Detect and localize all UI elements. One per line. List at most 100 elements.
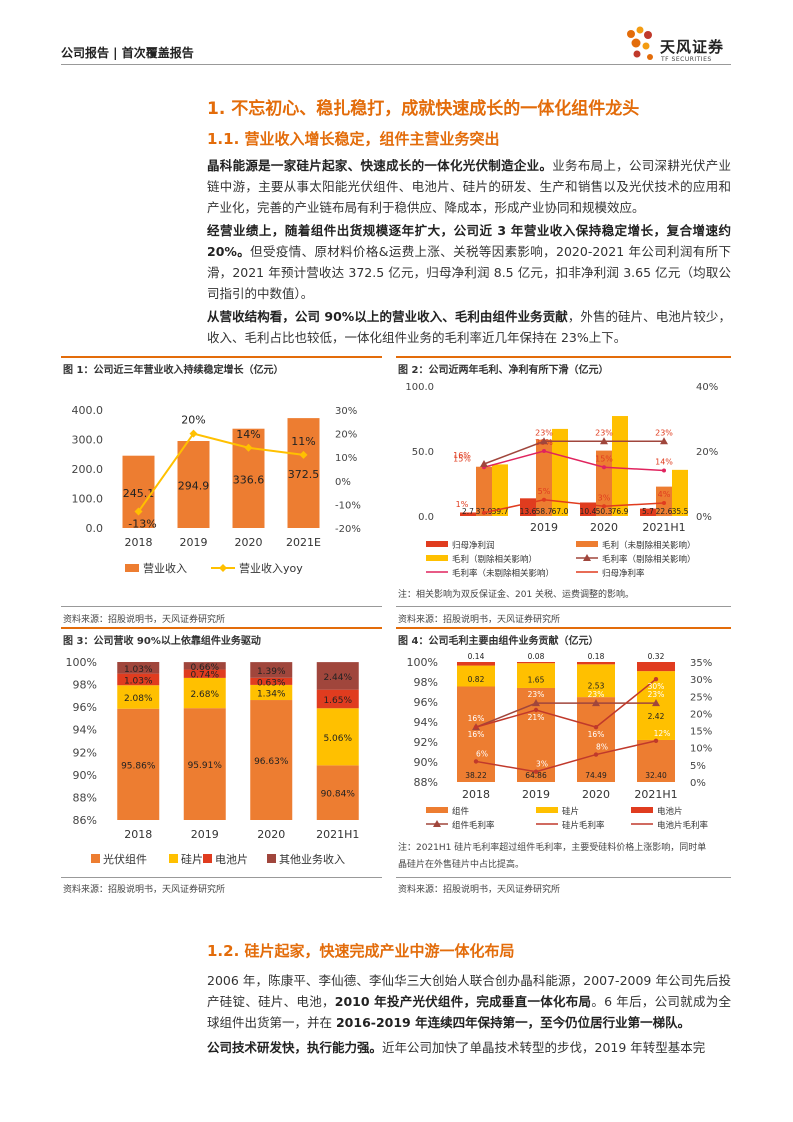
fig1-xtick: 2019 [180, 536, 208, 549]
fig3-ytick: 96% [73, 701, 97, 714]
fig3-bar-segment [117, 708, 160, 820]
fig2-bar [672, 469, 688, 516]
fig4-ytick: 96% [414, 696, 438, 709]
fig4-note-1: 注：2021H1 硅片毛利率超过组件毛利率，主要受硅料价格上涨影响，同时单 [398, 843, 707, 853]
fig3-xtick: 2018 [124, 828, 152, 841]
fig3-bar-segment [117, 685, 160, 709]
fig1-bar-label: 372.5 [288, 468, 320, 481]
fig2-legend-marker [583, 554, 591, 561]
fig3-bar-segment [183, 662, 226, 670]
fig3-xtick: 2019 [191, 828, 219, 841]
tf-logo-icon [627, 26, 653, 60]
fig1-yoy-point [134, 507, 143, 516]
fig4-line-marker [593, 752, 599, 757]
fig4-segment-label: 64.86 [525, 771, 547, 780]
fig4-line-marker [652, 699, 660, 707]
fig4-line-label: 23% [648, 690, 665, 699]
fig4-segment-label: 0.32 [648, 652, 665, 661]
fig2-bar-label: 10.4 [580, 507, 597, 516]
fig4-line-label: 23% [528, 690, 545, 699]
fig3-bottom-rule [61, 877, 382, 878]
fig2-line-label: 23% [595, 428, 613, 437]
fig4-y2tick: 30% [690, 675, 712, 686]
fig3-bar-segment [316, 689, 359, 709]
fig2-bar-label: 58.7 [536, 507, 553, 516]
fig1-chart: 0.0 100.0 200.0 300.0 400.0 -20% -10% 0% 10% 20% 3… [72, 404, 361, 575]
fig1-ytick: 0.0 [86, 522, 104, 535]
fig2-legend-swatch [576, 541, 598, 547]
fig2-line-label: 16% [453, 451, 471, 460]
fig2-line-marker [482, 510, 486, 515]
fig4-line-marker [533, 769, 539, 774]
fig4-ytick: 94% [414, 716, 438, 729]
fig3-chart: 86% 88% 90% 92% 94% 96% 98% 100% 95.86% 2.08% 1.03… [66, 656, 360, 866]
fig1-yoy-label: 14% [236, 428, 260, 441]
fig4-ytick: 92% [414, 736, 438, 749]
fig3-bar-segment [183, 669, 226, 678]
fig4-bar-segment [457, 662, 495, 666]
fig2-xtick: 2019 [530, 521, 558, 534]
fig4-line [475, 702, 656, 728]
fig2-line-marker [662, 501, 666, 505]
fig3-legend-swatch [267, 854, 276, 863]
fig3-xtick: 2020 [257, 828, 285, 841]
fig4-bar-segment [637, 662, 675, 672]
fig1-yoy-point [299, 450, 308, 459]
fig2-note: 注：相关影响为双反保证金、201 关税、运费调整的影响。 [398, 590, 635, 600]
fig3-segment-label: 95.91% [188, 761, 223, 771]
fig3-bar-segment [183, 708, 226, 820]
fig2-line-marker [662, 468, 666, 473]
fig1-bottom-rule [61, 606, 382, 607]
p4-d: 2016-2019 年连续四年保持第一，至今仍位居行业第一梯队。 [335, 1015, 691, 1030]
fig1-y2tick: -20% [335, 524, 361, 535]
fig4-bar-segment [457, 686, 495, 782]
fig4-legend-label: 组件 [452, 806, 470, 817]
fig1-y2tick: 0% [335, 477, 351, 488]
fig4-bar-segment [517, 662, 555, 664]
fig1-bar [287, 418, 320, 528]
fig4-title: 图 4：公司毛利主要由组件业务贡献（亿元） [398, 636, 599, 647]
fig3-bar-segment [117, 662, 160, 674]
fig4-segment-label: 0.08 [528, 652, 545, 661]
fig1-ytick: 300.0 [72, 434, 104, 447]
fig4-ytick: 98% [414, 676, 438, 689]
fig4-line-marker [653, 738, 659, 744]
fig3-xtick: 2021H1 [316, 828, 359, 841]
fig4-legend-label: 组件毛利率 [452, 820, 495, 831]
fig4-xtick: 2019 [522, 788, 550, 801]
fig3-legend-label: 光伏组件 [103, 852, 147, 866]
fig4-ytick: 90% [414, 756, 438, 769]
fig3-segment-label: 0.63% [257, 678, 286, 688]
paragraph-3: 从营收结构看，公司 90%以上的营业收入、毛利由组件业务贡献，外售的硅片、电池片… [207, 306, 731, 348]
fig3-legend-label: 硅片 [181, 853, 203, 866]
fig3-legend-swatch [91, 854, 100, 863]
fig4-line-marker [653, 676, 659, 682]
fig2-y2tick: 20% [696, 447, 718, 458]
paragraph-1: 晶科能源是一家硅片起家、快速成长的一体化光伏制造企业。业务布局上，公司深耕光伏产… [207, 155, 731, 218]
fig1-yoy-label: -13% [128, 517, 156, 530]
fig1-ytick: 400.0 [72, 404, 104, 417]
fig1-source: 资料来源：招股说明书，天风证券研究所 [63, 615, 226, 625]
fig4-segment-label: 1.65 [528, 675, 545, 684]
fig3-segment-label: 95.86% [121, 761, 156, 771]
fig4-line [475, 678, 657, 728]
fig4-rule [396, 627, 731, 629]
fig3-bar-segment [250, 662, 293, 678]
fig2-legend-label: 归母净利润 [452, 540, 495, 551]
fig2-y2tick: 40% [696, 382, 718, 393]
p5-bold: 公司技术研发快，执行能力强。 [207, 1040, 383, 1055]
fig3-segment-label: 1.39% [257, 667, 286, 677]
fig1-yoy-label: 20% [181, 414, 205, 427]
fig2-bar-label: 67.0 [552, 507, 569, 516]
fig4-line-marker [593, 724, 599, 730]
fig2-bar [612, 416, 628, 516]
fig3-bar-segment [316, 662, 359, 690]
fig4-segment-label: 32.40 [645, 771, 667, 780]
p3-bold: 从营收结构看，公司 90%以上的营业收入、毛利由组件业务贡献 [207, 309, 568, 324]
fig4-bar-segment [517, 663, 555, 688]
fig2-legend-label: 毛利率（未剔除相关影响） [452, 568, 554, 579]
fig4-bar-segment [577, 662, 615, 665]
fig4-y2tick: 0% [690, 778, 706, 789]
fig4-line-label: 3% [536, 760, 548, 769]
report-header: 公司报告 | 首次覆盖报告 [61, 46, 194, 60]
